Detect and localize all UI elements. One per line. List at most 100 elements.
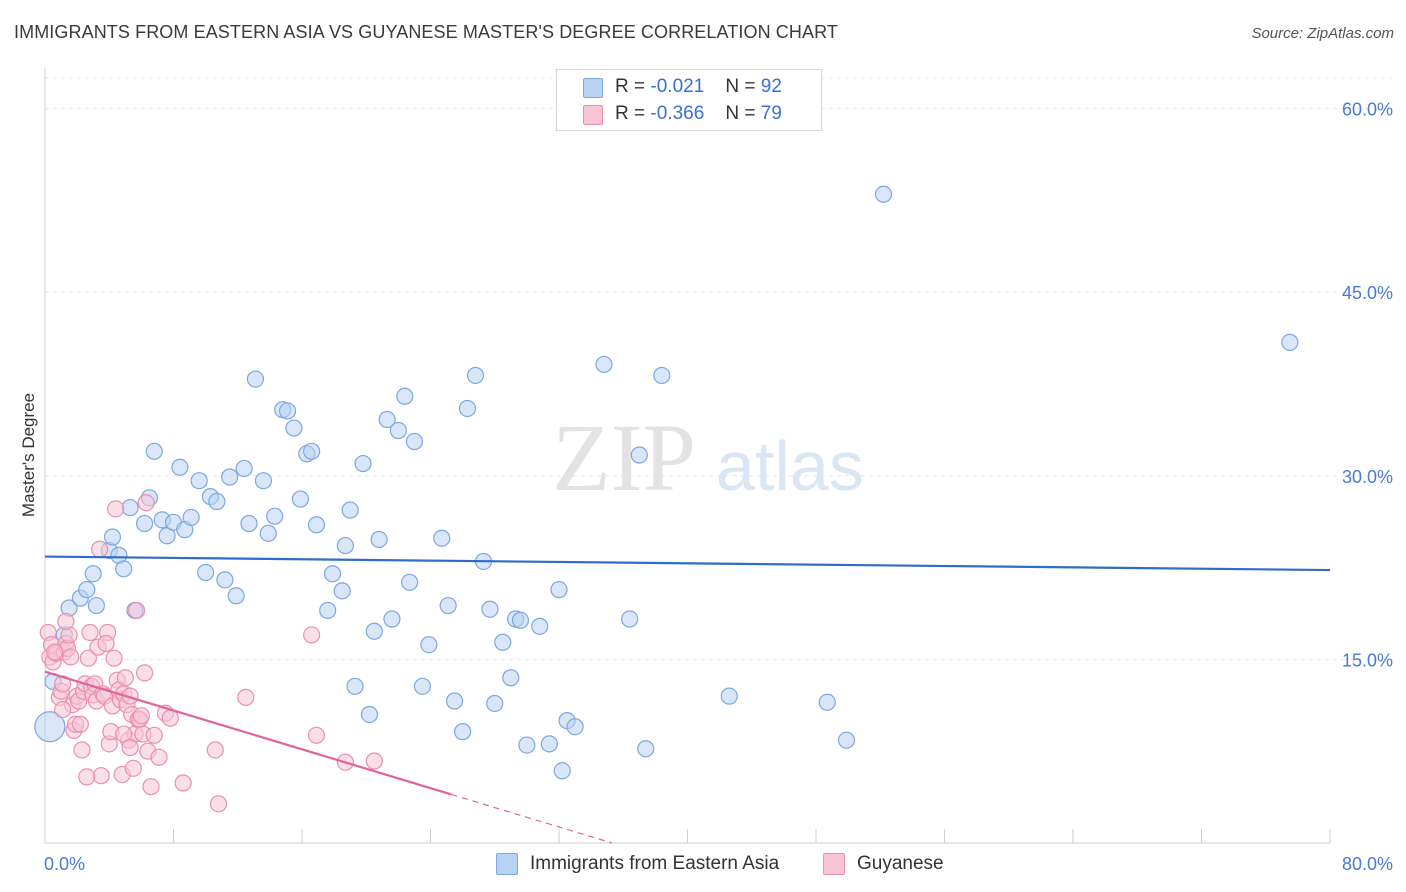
x-tick-label: 0.0% [44, 854, 85, 874]
eastern-asia-point [550, 581, 568, 599]
eastern-asia-point [405, 432, 424, 451]
y-tick-label: 45.0% [1342, 283, 1393, 303]
eastern-asia-point [518, 736, 536, 754]
guyanese-point [121, 738, 139, 757]
bottom-legend-swatch-blue [496, 853, 518, 875]
eastern-asia-point [595, 355, 613, 374]
guyanese-point [127, 601, 146, 620]
eastern-asia-point [259, 524, 277, 542]
eastern-asia-point [531, 617, 549, 635]
eastern-asia-point [874, 185, 893, 203]
watermark-zip: ZIP [552, 404, 696, 511]
y-axis-label: Master's Degree [19, 393, 38, 517]
eastern-asia-point [135, 514, 154, 533]
legend-r-value: -0.021 [650, 76, 705, 97]
eastern-asia-point [511, 611, 530, 629]
eastern-asia-point [333, 582, 351, 600]
eastern-asia-point [540, 735, 558, 753]
eastern-asia-point [216, 571, 234, 589]
eastern-asia-point [190, 472, 208, 490]
eastern-asia-point [103, 528, 122, 546]
eastern-asia-point [254, 472, 273, 490]
eastern-asia-point [227, 587, 245, 605]
eastern-asia-point [720, 687, 738, 705]
guyanese-point [81, 623, 99, 642]
eastern-asia-point [389, 421, 407, 440]
eastern-asia-point [171, 458, 189, 476]
eastern-asia-point [502, 669, 520, 687]
guyanese-point [132, 707, 150, 725]
eastern-asia-point [486, 694, 504, 713]
eastern-asia-point [208, 492, 226, 511]
eastern-asia-point [34, 711, 66, 743]
guyanese-point [97, 634, 115, 653]
guyanese-point [135, 664, 154, 682]
guyanese-point [79, 649, 97, 667]
guyanese-point [78, 768, 96, 786]
guyanese-point [105, 649, 123, 667]
y-tick-label: 60.0% [1342, 100, 1393, 120]
guyanese-point [73, 741, 91, 759]
guyanese-trend-extension [451, 793, 613, 844]
eastern-asia-point [818, 693, 836, 711]
watermark-atlas: atlas [716, 427, 864, 505]
series-eastern-asia-points [34, 185, 1299, 780]
eastern-asia-point [621, 610, 639, 628]
y-tick-label: 30.0% [1342, 467, 1393, 487]
eastern-asia-point [553, 762, 571, 780]
legend-r-label: R = [615, 103, 646, 124]
eastern-asia-point [84, 565, 102, 583]
eastern-asia-point [365, 622, 383, 640]
bottom-legend-label: Immigrants from Eastern Asia [530, 853, 780, 874]
guyanese-point [174, 774, 192, 792]
eastern-asia-point [87, 596, 106, 615]
eastern-asia-point [266, 507, 284, 525]
eastern-asia-point [323, 565, 342, 583]
eastern-asia-point [401, 573, 419, 591]
eastern-asia-point [637, 740, 655, 758]
eastern-asia-point [221, 468, 239, 486]
chart-title: IMMIGRANTS FROM EASTERN ASIA VS GUYANESE… [14, 22, 838, 42]
eastern-asia-point [246, 370, 265, 388]
eastern-asia-point [78, 581, 96, 599]
guyanese-point [62, 648, 80, 666]
eastern-asia-point [481, 600, 499, 618]
legend-n-value: 79 [760, 103, 782, 124]
eastern-asia-point [630, 446, 648, 464]
eastern-asia-point [145, 442, 163, 460]
guyanese-point [107, 500, 125, 518]
bottom-legend-swatch-pink [823, 853, 845, 875]
guyanese-point [137, 494, 155, 512]
eastern-asia-point [378, 410, 396, 429]
eastern-asia-point [396, 387, 414, 405]
guyanese-point [237, 688, 255, 706]
guyanese-point [124, 759, 142, 777]
eastern-asia-point [466, 366, 485, 385]
legend-n-label: N = [725, 76, 756, 97]
guyanese-point [307, 726, 326, 744]
guyanese-point [365, 752, 383, 770]
guyanese-point [54, 700, 72, 719]
tick-labels: 15.0% 30.0% 45.0% 60.0% 0.0% 80.0% [44, 100, 1393, 874]
eastern-asia-point [303, 442, 321, 460]
legend-swatch-blue [583, 78, 603, 98]
guyanese-trend-line [44, 670, 452, 796]
guyanese-point [161, 709, 179, 727]
eastern-asia-point [319, 601, 337, 620]
eastern-asia-point [454, 723, 472, 741]
eastern-asia-point [458, 399, 477, 418]
x-tick-label: 80.0% [1342, 854, 1393, 874]
eastern-asia-point [433, 529, 451, 547]
guyanese-point [150, 748, 168, 766]
eastern-asia-point [197, 563, 215, 582]
eastern-asia-point [413, 677, 432, 695]
guyanese-point [209, 795, 228, 813]
series-guyanese-points [39, 494, 383, 813]
eastern-asia-point [182, 508, 200, 527]
stats-legend: R = -0.021 N = 92 R = -0.366 N = 79 [556, 69, 822, 131]
guyanese-point [145, 726, 163, 744]
eastern-asia-point [346, 677, 364, 695]
guyanese-point [116, 669, 134, 687]
guyanese-point [303, 626, 321, 644]
